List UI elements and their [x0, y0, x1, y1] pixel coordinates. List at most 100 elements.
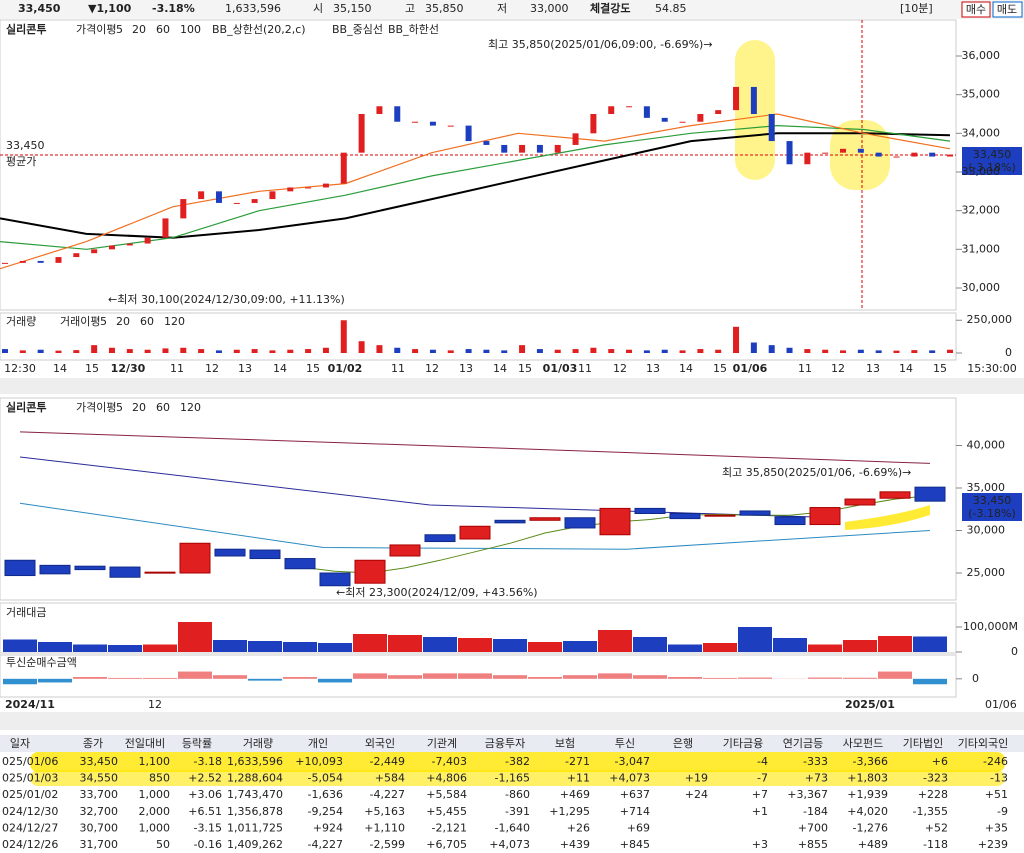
volume-bar — [126, 349, 133, 353]
trust-bar — [738, 677, 772, 679]
column-header: 외국인 — [365, 737, 395, 750]
column-header: 기타금융 — [723, 737, 763, 750]
amount-bar — [878, 636, 912, 652]
trust-bar — [283, 677, 317, 679]
daily-panel — [0, 397, 957, 601]
candle — [929, 152, 936, 157]
table-cell: +6.51 — [188, 805, 222, 818]
candle — [739, 510, 771, 516]
volume-bar — [305, 349, 312, 353]
candle — [249, 549, 281, 560]
candle — [424, 534, 456, 543]
volume-bar — [447, 350, 454, 353]
candle — [180, 199, 187, 219]
candle — [358, 114, 365, 153]
annotation: 최고 35,850(2025/01/06,09:00, -6.69%)→ — [488, 38, 713, 51]
line — [19, 431, 931, 464]
volume-bar — [947, 349, 953, 353]
y-tick-label: 40,000 — [967, 439, 1006, 452]
candle — [91, 249, 98, 254]
table-cell: +1 — [752, 805, 768, 818]
volume-bar — [233, 349, 240, 353]
table-cell: +69 — [627, 821, 650, 834]
table-cell: -323 — [923, 772, 948, 785]
x-tick-label: 13 — [238, 362, 252, 375]
table-cell: 025/01/03 — [2, 772, 58, 785]
amount-bar — [423, 637, 457, 652]
header-open_label: 시 — [313, 2, 323, 15]
column-header: 기타외국인 — [958, 737, 1009, 750]
volume-bar — [2, 349, 8, 353]
buy-button[interactable] — [961, 1, 991, 18]
volume-bar — [180, 347, 187, 353]
y-tick-label: 0 — [972, 672, 979, 685]
table-cell: +3,367 — [787, 788, 828, 801]
volume-bar — [108, 347, 115, 353]
table-cell: -2,121 — [432, 821, 467, 834]
candle — [214, 548, 246, 557]
column-header: 은행 — [673, 737, 693, 750]
tag-price: 33,450 — [973, 148, 1012, 161]
amount-bar — [3, 639, 37, 652]
table-cell: +584 — [375, 772, 405, 785]
amount-bar — [283, 642, 317, 652]
table-cell: 33,450 — [80, 755, 119, 768]
candle — [55, 257, 62, 263]
annotation: 최고 35,850(2025/01/06, -6.69%)→ — [722, 466, 911, 479]
candle — [162, 218, 169, 238]
amount-bar — [108, 645, 142, 652]
volume-bar — [911, 350, 918, 353]
candle — [599, 507, 631, 536]
volume-bar — [269, 350, 276, 353]
x-tick-label: 2024/11 — [5, 698, 55, 711]
x-tick-label: 01/03 — [543, 362, 578, 375]
table-cell: +5,584 — [426, 788, 467, 801]
legend-item: BB_상한선(20,2,c) — [212, 23, 306, 36]
highlight — [30, 770, 1005, 786]
table-cell: -860 — [505, 788, 530, 801]
candle — [251, 199, 258, 203]
volume-bar — [340, 320, 347, 353]
table-cell: -13 — [990, 772, 1008, 785]
table-cell: -4 — [757, 755, 768, 768]
trust-bar — [808, 677, 842, 679]
amount-bar — [633, 637, 667, 652]
table-cell: +35 — [985, 821, 1008, 834]
volume-bar — [875, 350, 882, 353]
table-cell: +1,939 — [847, 788, 888, 801]
x-tick-label: 13 — [459, 362, 473, 375]
line — [0, 124, 951, 250]
annotation: ←최저 30,100(2024/12/30,09:00, +11.13%) — [108, 293, 345, 306]
table-cell: -382 — [505, 755, 530, 768]
table-cell: +845 — [620, 838, 650, 851]
x-tick-label: 15 — [85, 362, 99, 375]
sell-button[interactable] — [992, 1, 1023, 18]
candle — [875, 152, 882, 157]
amount-bar — [563, 641, 597, 652]
x-tick-label: 11 — [170, 362, 184, 375]
volume-bar — [251, 349, 258, 353]
amount-bar — [528, 642, 562, 652]
candle — [322, 183, 329, 188]
table-cell: +4,806 — [426, 772, 467, 785]
volume-bar — [893, 350, 900, 353]
amount-bar — [458, 638, 492, 652]
candle — [179, 542, 211, 574]
volume-bar — [55, 350, 62, 353]
trust-bar — [73, 677, 107, 679]
intraday-panel — [0, 19, 957, 311]
x-tick-label: 11 — [391, 362, 405, 375]
table-cell: 1,409,262 — [227, 838, 283, 851]
legend-item: BB_하한선 — [388, 22, 439, 36]
amount-bar — [353, 634, 387, 652]
candle — [494, 519, 526, 524]
toolbar — [0, 712, 1024, 730]
avg-label: 평균가 — [6, 155, 36, 168]
header-high_label: 고 — [405, 2, 415, 15]
candle — [269, 191, 276, 200]
y-tick-label: 0 — [1005, 346, 1012, 359]
volume-bar — [536, 349, 543, 353]
volume-bar — [91, 345, 98, 353]
volume-bar — [804, 349, 811, 353]
price-tag — [962, 147, 1022, 175]
